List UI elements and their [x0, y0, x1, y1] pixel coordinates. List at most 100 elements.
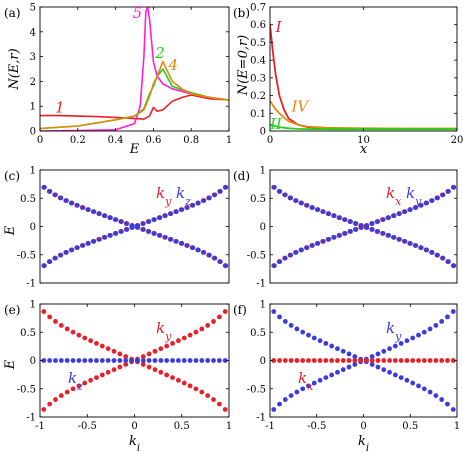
- y-tick-label: -1: [26, 413, 36, 424]
- data-point: [348, 229, 353, 234]
- data-point: [353, 227, 359, 232]
- data-point: [446, 259, 451, 265]
- y-axis-title-e: E: [3, 359, 18, 370]
- data-point: [111, 358, 117, 363]
- data-point: [435, 252, 440, 258]
- annotation-ky: ky: [406, 184, 422, 208]
- x-tick-label: 0.6: [145, 135, 161, 146]
- data-point: [41, 184, 47, 190]
- data-point: [315, 240, 321, 246]
- data-point: [162, 234, 168, 240]
- data-point: [404, 358, 410, 363]
- data-point: [124, 221, 130, 226]
- data-point: [288, 358, 294, 363]
- data-point: [173, 209, 179, 215]
- data-point: [317, 358, 323, 363]
- data-point: [323, 358, 329, 363]
- panel-label-d: (d): [233, 169, 250, 183]
- data-point: [288, 252, 294, 258]
- data-point: [398, 340, 404, 346]
- data-point: [211, 397, 216, 402]
- data-point: [217, 188, 223, 194]
- data-point: [123, 358, 129, 363]
- data-point: [135, 225, 141, 230]
- y-tick-label: 1: [30, 300, 36, 311]
- annotation-kz: kz: [68, 369, 83, 393]
- data-point: [58, 252, 64, 258]
- data-point: [158, 358, 164, 363]
- series-ky: [271, 184, 457, 269]
- data-point: [117, 358, 123, 363]
- data-point: [64, 326, 70, 332]
- data-point: [300, 358, 306, 363]
- data-point: [277, 401, 282, 407]
- y-tick-label: 1: [30, 166, 36, 177]
- y-tick-label: -0.5: [17, 384, 36, 395]
- data-point: [386, 215, 391, 221]
- data-point: [375, 351, 381, 357]
- y-tick-label: 5: [30, 3, 36, 14]
- data-point: [329, 372, 335, 378]
- data-point: [179, 240, 185, 246]
- annotation-1: 1: [55, 98, 65, 116]
- data-point: [381, 367, 387, 373]
- data-point: [170, 358, 175, 363]
- data-point: [53, 319, 58, 324]
- data-point: [348, 219, 353, 224]
- data-point: [391, 234, 397, 240]
- annotation-IV: IV: [291, 98, 311, 116]
- annotation-kx: kx: [298, 369, 314, 393]
- data-point: [421, 329, 427, 335]
- data-point: [195, 247, 201, 253]
- data-point: [439, 358, 445, 363]
- panel-f: -1 -0.5 0 0.5 1 -1 -0.5 0 0.5 1 (f) ki ky kx: [233, 300, 460, 453]
- y-tick-label: 0.3: [250, 73, 266, 84]
- data-point: [450, 358, 456, 363]
- x-tick-label: 1: [226, 421, 232, 432]
- data-point: [294, 389, 300, 395]
- data-point: [76, 332, 82, 338]
- data-point: [82, 358, 88, 363]
- series-line-II: [270, 123, 457, 131]
- data-point: [70, 329, 76, 335]
- data-point: [99, 358, 105, 363]
- data-point: [282, 255, 288, 261]
- data-point: [69, 247, 75, 253]
- data-point: [369, 221, 375, 226]
- data-point: [416, 332, 421, 338]
- data-point: [410, 335, 416, 341]
- data-point: [76, 358, 82, 363]
- data-point: [271, 184, 277, 190]
- panel-e: -1 -0.5 0 0.5 1 -1 -0.5 0 0.5 1 (e) Eki ky kz: [3, 300, 232, 453]
- x-tick-label: 0.4: [108, 135, 124, 146]
- y-tick-label: -0.5: [17, 250, 36, 261]
- data-point: [117, 351, 123, 357]
- data-point: [386, 232, 391, 238]
- plot-area-a: [40, 7, 229, 131]
- y-tick-label: 0.5: [250, 194, 266, 205]
- data-point: [70, 386, 76, 392]
- data-point: [358, 225, 364, 230]
- x-tick-label: 20: [451, 135, 463, 146]
- data-point: [216, 401, 222, 407]
- panel-c: -1 -0.5 0 0.5 1 (c) Eky kz: [3, 166, 230, 290]
- data-point: [364, 225, 370, 230]
- x-tick-label: 0: [360, 421, 366, 432]
- data-point: [107, 215, 113, 221]
- data-point: [118, 219, 124, 224]
- data-point: [299, 200, 304, 206]
- data-point: [424, 247, 430, 253]
- data-point: [187, 358, 193, 363]
- data-point: [293, 198, 299, 203]
- data-point: [342, 231, 348, 236]
- series-kx: [271, 358, 456, 363]
- data-point: [358, 358, 364, 363]
- data-point: [326, 211, 332, 217]
- data-point: [74, 202, 80, 208]
- data-point: [282, 397, 288, 402]
- x-tick-label: -1: [265, 421, 275, 432]
- data-point: [277, 259, 283, 265]
- data-point: [91, 238, 97, 244]
- data-point: [300, 329, 306, 335]
- data-point: [446, 188, 451, 194]
